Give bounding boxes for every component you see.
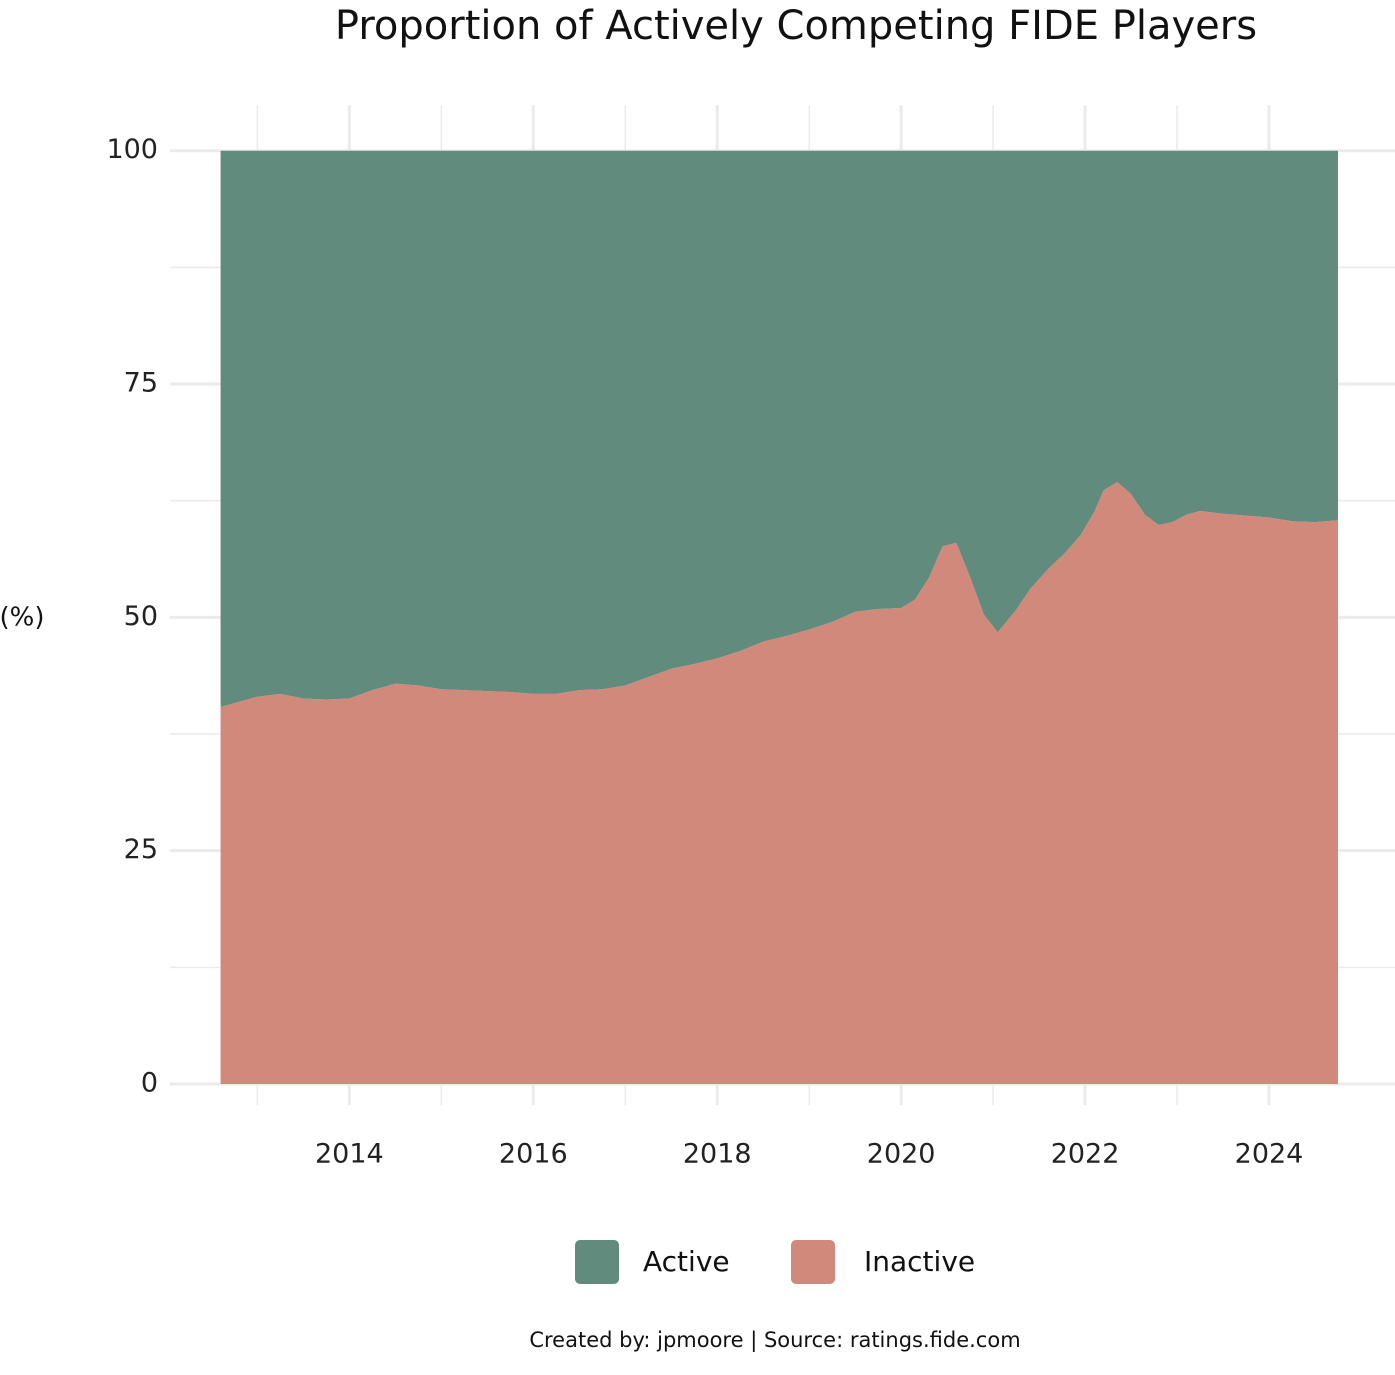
x-tick-label: 2020 — [867, 1139, 936, 1170]
y-tick-label: 50 — [124, 601, 158, 632]
caption: Created by: jpmoore | Source: ratings.fi… — [529, 1328, 1020, 1353]
y-tick-label: 100 — [106, 134, 158, 165]
legend-label: Active — [643, 1245, 730, 1278]
labels: 0 25 50 75 100 2014 2016 2018 2020 2022 2024 — [106, 134, 1303, 1169]
legend-key — [791, 1240, 835, 1284]
area — [220, 150, 1338, 707]
legend: Active Inactive — [575, 1240, 975, 1284]
legend-label: Inactive — [864, 1245, 975, 1278]
areas — [220, 150, 1338, 1085]
x-tick-label: 2014 — [315, 1139, 384, 1170]
y-axis-label: (%) — [0, 603, 45, 633]
y-tick-label: 0 — [141, 1068, 158, 1099]
y-tick-label: 75 — [124, 368, 158, 399]
chart-title: Proportion of Actively Competing FIDE Pl… — [335, 3, 1257, 49]
legend-key — [575, 1240, 619, 1284]
x-tick-label: 2018 — [683, 1139, 752, 1170]
area — [220, 482, 1338, 1085]
y-tick-label: 25 — [124, 834, 158, 865]
x-tick-label: 2022 — [1051, 1139, 1120, 1170]
x-tick-label: 2016 — [499, 1139, 568, 1170]
x-tick-label: 2024 — [1235, 1139, 1304, 1170]
